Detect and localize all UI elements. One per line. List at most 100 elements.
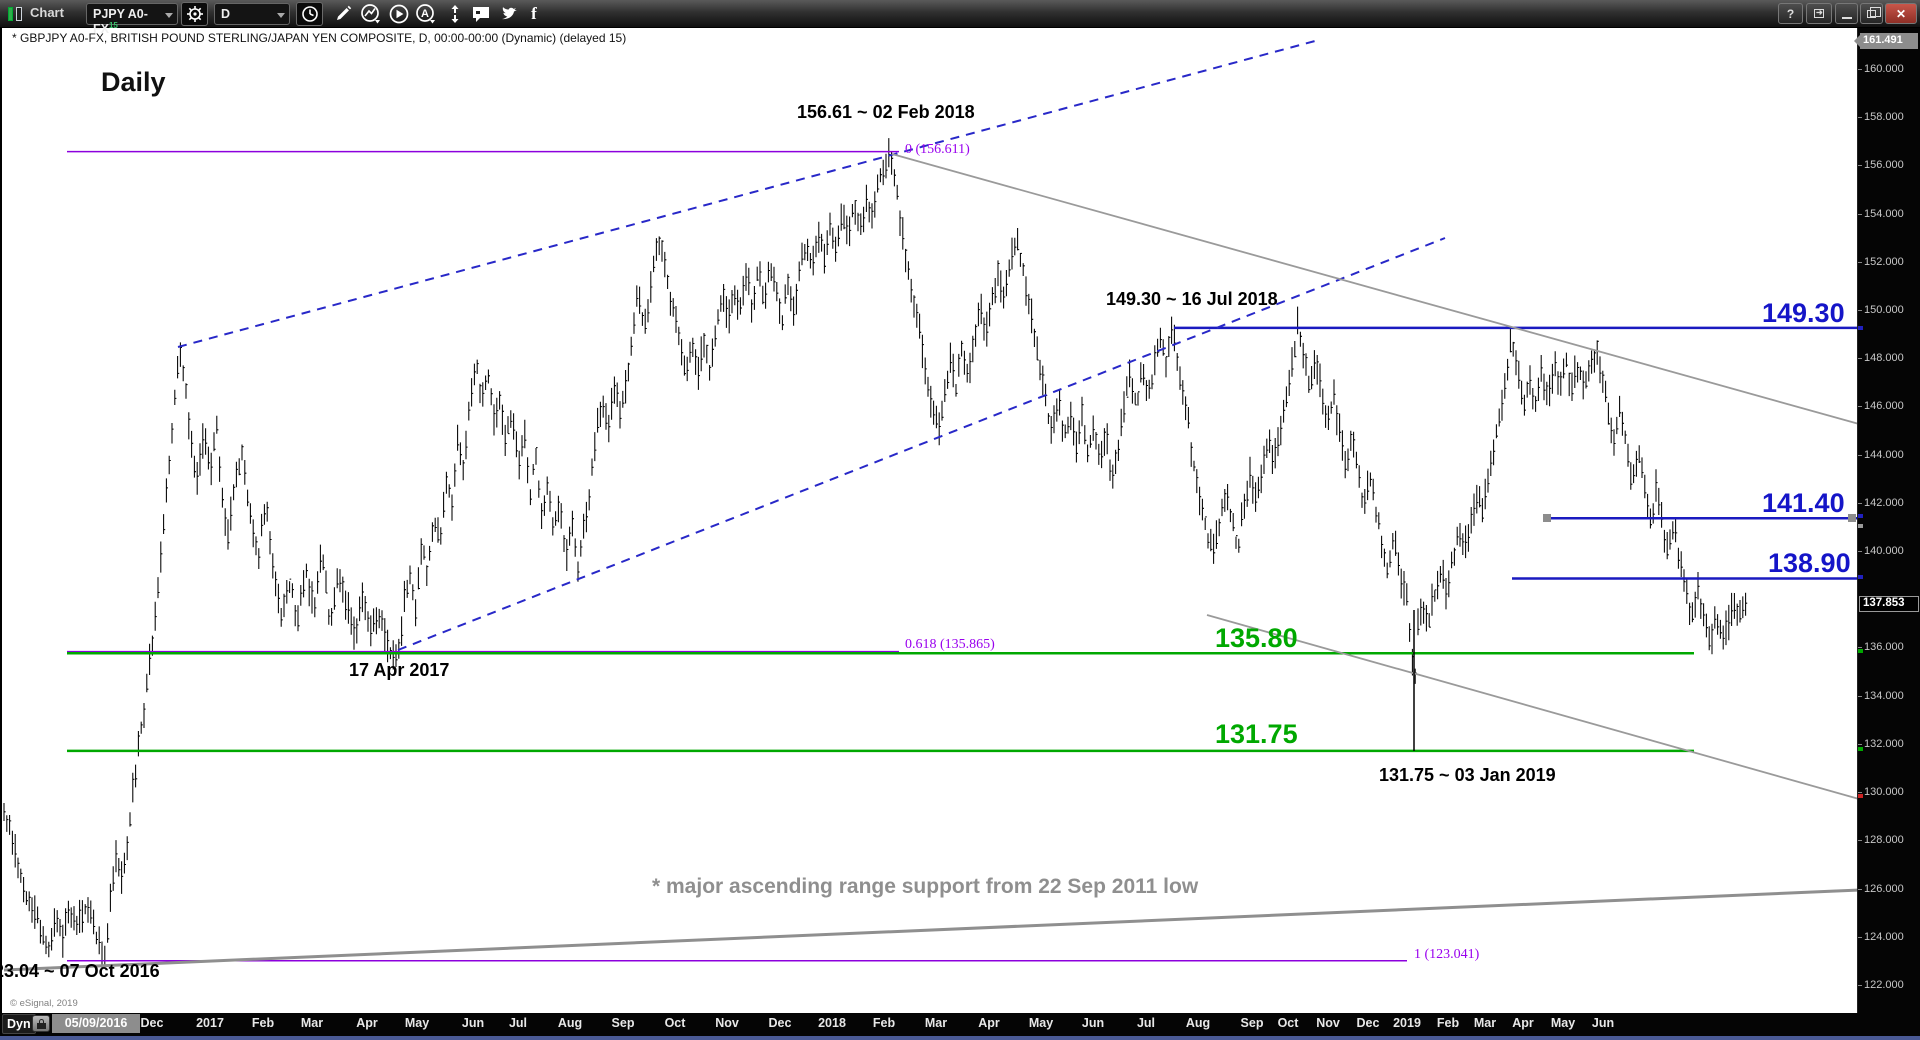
time-axis[interactable]: Nov Dec 2017 Feb Mar Apr May Jun Jul Aug Sep Oct Nov…: [0, 1013, 1920, 1036]
watermark-daily: Daily: [101, 67, 166, 97]
time-label-Aug: Aug: [1185, 1016, 1211, 1030]
gear-icon: [186, 6, 203, 22]
annotation-high-feb2018[interactable]: 156.61 ~ 02 Feb 2018: [797, 102, 975, 122]
interval-select[interactable]: D: [214, 3, 290, 25]
price-axis[interactable]: 161.491 160.000 158.000 156.000 154.000 152.…: [1854, 28, 1920, 1040]
window-bottom-strip: [0, 1036, 1920, 1040]
time-label-Dec: Dec: [1356, 1016, 1380, 1030]
clock-icon: [301, 6, 318, 22]
lock-button[interactable]: [32, 1015, 50, 1032]
resize-tool-button[interactable]: [442, 2, 468, 26]
chevron-down-icon[interactable]: [277, 13, 285, 18]
time-label-Mar: Mar: [1473, 1016, 1497, 1030]
fib-label-0[interactable]: 0 (156.611): [905, 142, 970, 157]
facebook-share-button[interactable]: f: [521, 2, 547, 26]
line-selection-handle[interactable]: [1848, 514, 1856, 522]
fib-label-1[interactable]: 1 (123.041): [1414, 947, 1480, 962]
time-label-Feb: Feb: [251, 1016, 275, 1030]
price-tick-150.000: 150.000: [1858, 304, 1920, 318]
time-label-Dec: Dec: [768, 1016, 792, 1030]
popout-button[interactable]: [1806, 3, 1832, 24]
minimize-button[interactable]: [1835, 3, 1858, 24]
annotate-button[interactable]: A: [413, 2, 439, 26]
price-tick-154.000: 154.000: [1858, 208, 1920, 222]
time-label-Aug: Aug: [557, 1016, 583, 1030]
restore-button[interactable]: [1860, 3, 1883, 24]
price-tick-122.000: 122.000: [1858, 979, 1920, 993]
level-label-131-75[interactable]: 131.75: [1215, 719, 1298, 749]
time-label-Apr: Apr: [978, 1016, 1000, 1030]
help-icon: ?: [1786, 6, 1795, 21]
axis-level-mark: [1858, 575, 1863, 579]
price-tick-148.000: 148.000: [1858, 352, 1920, 366]
price-tick-144.000: 144.000: [1858, 449, 1920, 463]
twitter-share-button[interactable]: [496, 2, 522, 26]
line-selection-handle[interactable]: [1543, 514, 1551, 522]
axis-level-mark: [1858, 326, 1863, 330]
major-ascending-support[interactable]: [3, 888, 1857, 972]
level-label-141-40[interactable]: 141.40: [1762, 488, 1845, 518]
price-tick-132.000: 132.000: [1858, 738, 1920, 752]
lock-icon: [39, 1019, 44, 1024]
time-label-Feb: Feb: [872, 1016, 896, 1030]
descending-trendline-lower[interactable]: [1206, 614, 1857, 800]
level-label-135-80[interactable]: 135.80: [1215, 623, 1298, 653]
window-title: Chart: [30, 5, 64, 20]
ascending-wedge-upper[interactable]: [177, 40, 1316, 348]
price-tick-126.000: 126.000: [1858, 883, 1920, 897]
restore-icon: [1867, 6, 1881, 18]
axis-level-mark: [1858, 649, 1863, 653]
price-tick-134.000: 134.000: [1858, 690, 1920, 704]
price-tick-146.000: 146.000: [1858, 400, 1920, 414]
annotation-high-jul2018[interactable]: 149.30 ~ 16 Jul 2018: [1106, 289, 1278, 309]
time-label-Jul: Jul: [1136, 1016, 1156, 1030]
price-tick-142.000: 142.000: [1858, 497, 1920, 511]
time-label-Apr: Apr: [356, 1016, 378, 1030]
help-button[interactable]: ?: [1778, 3, 1803, 24]
axis-level-mark: [1858, 747, 1863, 751]
time-label-2017: 2017: [196, 1016, 224, 1030]
facebook-icon: f: [531, 4, 537, 23]
fib-label-0618[interactable]: 0.618 (135.865): [905, 637, 995, 652]
close-button[interactable]: ✕: [1885, 3, 1917, 24]
annotation-low-oct2016[interactable]: 23.04 ~ 07 Oct 2016: [0, 961, 160, 981]
price-tick-124.000: 124.000: [1858, 931, 1920, 945]
time-label-Dec: Dec: [140, 1016, 164, 1030]
annotation-low-jan2019[interactable]: 131.75 ~ 03 Jan 2019: [1379, 765, 1556, 785]
time-label-Nov: Nov: [715, 1016, 739, 1030]
close-icon: ✕: [1895, 6, 1907, 21]
symbol-settings-button[interactable]: [181, 2, 208, 26]
price-tick-156.000: 156.000: [1858, 159, 1920, 173]
level-label-138-90[interactable]: 138.90: [1768, 548, 1851, 578]
annotation-low-apr2017[interactable]: 17 Apr 2017: [349, 660, 450, 680]
draw-tool-button[interactable]: [330, 2, 356, 26]
axis-level-mark: [1858, 514, 1863, 518]
time-template-button[interactable]: [296, 2, 323, 26]
chat-button[interactable]: [468, 2, 494, 26]
studies-button[interactable]: [358, 2, 384, 26]
symbol-input[interactable]: PJPY A0-FX15: [86, 3, 178, 36]
chart-plot-area[interactable]: * GBPJPY A0-FX, BRITISH POUND STERLING/J…: [0, 28, 1857, 1013]
time-label-May: May: [404, 1016, 430, 1030]
minimize-icon: [1841, 16, 1852, 19]
dynamic-mode-button[interactable]: Dyn: [2, 1014, 36, 1034]
price-tick-158.000: 158.000: [1858, 111, 1920, 125]
time-label-Jun: Jun: [1081, 1016, 1105, 1030]
time-label-Oct: Oct: [1277, 1016, 1299, 1030]
chevron-down-icon[interactable]: [165, 13, 173, 18]
axis-level-mark: [1858, 794, 1863, 798]
trendline-circle-icon: [361, 4, 380, 24]
lock-icon-body: [37, 1023, 46, 1029]
speech-bubble-icon: [473, 7, 489, 22]
copyright: © eSignal, 2019: [10, 998, 78, 1009]
level-label-149-30[interactable]: 149.30: [1762, 298, 1845, 328]
time-label-Oct: Oct: [664, 1016, 686, 1030]
replay-button[interactable]: [386, 2, 412, 26]
chart-symbol-title: * GBPJPY A0-FX, BRITISH POUND STERLING/J…: [12, 31, 627, 45]
letter-a-circle-icon: A: [416, 4, 435, 24]
delayed-badge: 15: [108, 21, 118, 30]
time-label-Nov: Nov: [1316, 1016, 1340, 1030]
ascending-wedge-lower[interactable]: [397, 237, 1446, 651]
descending-trendline-upper[interactable]: [891, 153, 1857, 425]
symbol-value: PJPY A0-FX: [93, 7, 148, 37]
